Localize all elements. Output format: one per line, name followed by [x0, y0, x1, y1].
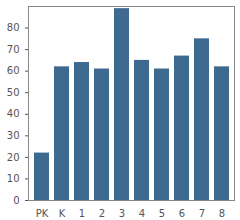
svg-text:2: 2	[99, 208, 105, 219]
svg-text:30: 30	[7, 130, 20, 141]
svg-text:80: 80	[7, 22, 20, 33]
svg-text:5: 5	[159, 208, 165, 219]
svg-text:K: K	[59, 208, 66, 219]
svg-text:8: 8	[219, 208, 225, 219]
svg-text:PK: PK	[36, 208, 49, 219]
svg-text:0: 0	[13, 195, 19, 206]
svg-text:40: 40	[7, 108, 20, 119]
svg-text:3: 3	[119, 208, 125, 219]
svg-text:1: 1	[79, 208, 85, 219]
svg-text:70: 70	[7, 44, 20, 55]
svg-text:7: 7	[199, 208, 205, 219]
svg-text:4: 4	[139, 208, 145, 219]
svg-text:20: 20	[7, 152, 20, 163]
svg-text:6: 6	[179, 208, 185, 219]
svg-text:60: 60	[7, 65, 20, 76]
svg-text:10: 10	[7, 173, 20, 184]
svg-text:50: 50	[7, 87, 20, 98]
